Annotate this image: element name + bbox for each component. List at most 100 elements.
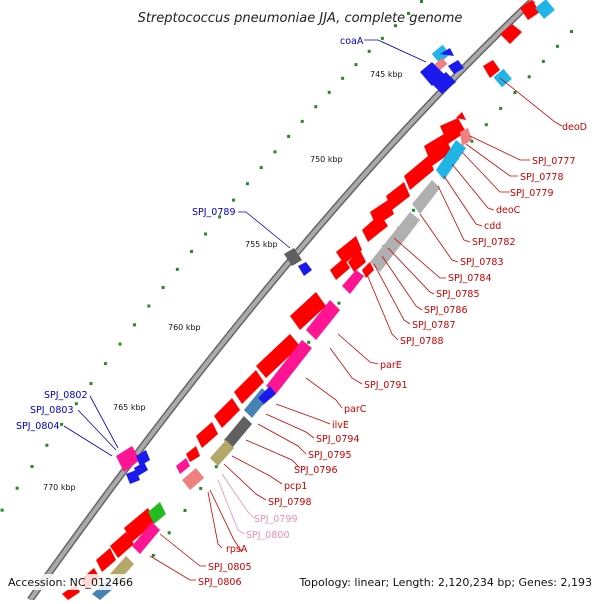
gene-label[interactable]: SPJ_0794 [316,434,360,445]
gene-label[interactable]: ilvE [332,420,349,431]
gene-feature[interactable] [176,458,190,474]
gene-label[interactable]: SPJ_0796 [294,465,338,476]
guide-dot [484,123,488,127]
guide-dot [380,36,384,40]
guide-dot [354,63,358,67]
gene-feature[interactable] [148,502,166,524]
guide-dot [204,232,208,236]
gene-label[interactable]: SPJ_0806 [198,577,242,588]
guide-dot [104,362,108,366]
gene-label[interactable]: coaA [340,36,364,47]
gene-feature[interactable] [116,446,140,472]
gene-feature[interactable] [424,134,452,166]
gene-feature[interactable] [96,548,116,572]
gene-feature[interactable] [214,398,240,428]
gene-feature[interactable] [234,370,264,404]
gene-feature[interactable] [258,386,276,404]
gene-feature[interactable] [342,270,364,294]
gene-label[interactable]: SPJ_0788 [400,336,444,347]
label-leader-lines-right-pink [217,473,255,535]
gene-feature[interactable] [436,140,466,180]
gene-label[interactable]: rpsA [226,544,248,555]
guide-dot [190,250,193,253]
guide-dot [74,402,78,406]
gene-feature[interactable] [132,522,160,554]
gene-label[interactable]: SPJ_0802 [44,390,88,401]
guide-dot [183,508,187,512]
gene-label[interactable]: SPJ_0795 [308,450,352,461]
gene-label[interactable]: SPJ_0777 [532,156,576,167]
gene-label[interactable]: SPJ_0787 [412,320,456,331]
gene-label[interactable]: SPJ_0805 [208,562,252,573]
map-title: Streptococcus pneumoniae JJA, complete g… [138,11,463,26]
guide-dot [470,139,474,143]
gene-feature[interactable] [136,450,150,466]
gene-feature[interactable] [210,440,234,466]
gene-label[interactable]: SPJ_0804 [16,421,60,432]
gene-label[interactable]: SPJ_0784 [448,273,492,284]
gene-feature[interactable] [460,128,472,146]
gene-feature[interactable] [440,118,466,144]
genome-backbone [27,0,536,603]
guide-dot [259,166,263,170]
gene-feature[interactable] [362,262,374,278]
gene-feature[interactable] [456,112,466,120]
gene-label[interactable]: SPJ_0789 [192,207,236,218]
gene-feature[interactable] [336,236,362,264]
gene-label[interactable]: SPJ_0785 [436,289,480,300]
guide-dot [214,465,218,469]
guide-dot [167,531,171,535]
gene-feature[interactable] [535,0,555,19]
gene-feature[interactable] [298,262,312,276]
gene-label[interactable]: SPJ_0786 [424,305,468,316]
gene-feature[interactable] [266,340,312,394]
gene-feature[interactable] [330,258,350,280]
gene-label[interactable]: cdd [484,221,501,232]
gene-label[interactable]: SPJ_0783 [460,257,504,268]
gene-label[interactable]: parC [344,404,367,415]
gene-feature[interactable] [440,48,454,56]
guide-dot [300,119,304,123]
gene-feature[interactable] [348,250,366,272]
gene-feature[interactable] [196,422,218,448]
gene-feature[interactable] [448,60,464,74]
gene-feature[interactable] [520,0,540,20]
gene-feature[interactable] [284,248,302,266]
gene-feature[interactable] [434,57,448,71]
guide-dot [307,340,311,344]
gene-feature[interactable] [306,300,340,340]
gene-feature[interactable] [224,416,252,448]
gene-feature[interactable] [404,156,434,190]
gene-feature[interactable] [500,24,522,44]
gene-label[interactable]: parE [380,360,402,371]
gene-label[interactable]: pcp1 [284,481,307,492]
gene-feature[interactable] [126,470,140,484]
gene-feature[interactable] [134,462,148,476]
gene-label[interactable]: SPJ_0800 [246,530,290,541]
gene-label[interactable]: SPJ_0782 [472,237,516,248]
gene-feature[interactable] [432,72,456,94]
guide-dot [151,553,155,557]
gene-feature[interactable] [493,68,512,88]
guide-dot [232,198,236,202]
gene-label[interactable]: SPJ_0791 [364,380,408,391]
gene-feature[interactable] [110,532,134,558]
gene-label[interactable]: SPJ_0798 [268,497,312,508]
gene-feature[interactable] [256,334,300,378]
gene-feature[interactable] [362,214,388,242]
gene-feature[interactable] [186,446,200,462]
gene-label[interactable]: SPJ_0803 [30,405,74,416]
gene-feature[interactable] [483,60,500,78]
gene-feature[interactable] [182,468,204,490]
gene-feature[interactable] [412,180,440,214]
gene-label[interactable]: deoD [562,122,587,133]
gene-label[interactable]: deoC [496,205,521,216]
guide-dot [287,134,291,138]
gene-label[interactable]: SPJ_0778 [520,172,564,183]
gene-feature[interactable] [290,292,326,330]
gene-label[interactable]: SPJ_0779 [510,188,554,199]
gene-label[interactable]: SPJ_0799 [254,514,298,525]
gene-feature[interactable] [386,182,410,210]
gene-feature[interactable] [124,508,156,542]
guide-dot [327,90,331,94]
